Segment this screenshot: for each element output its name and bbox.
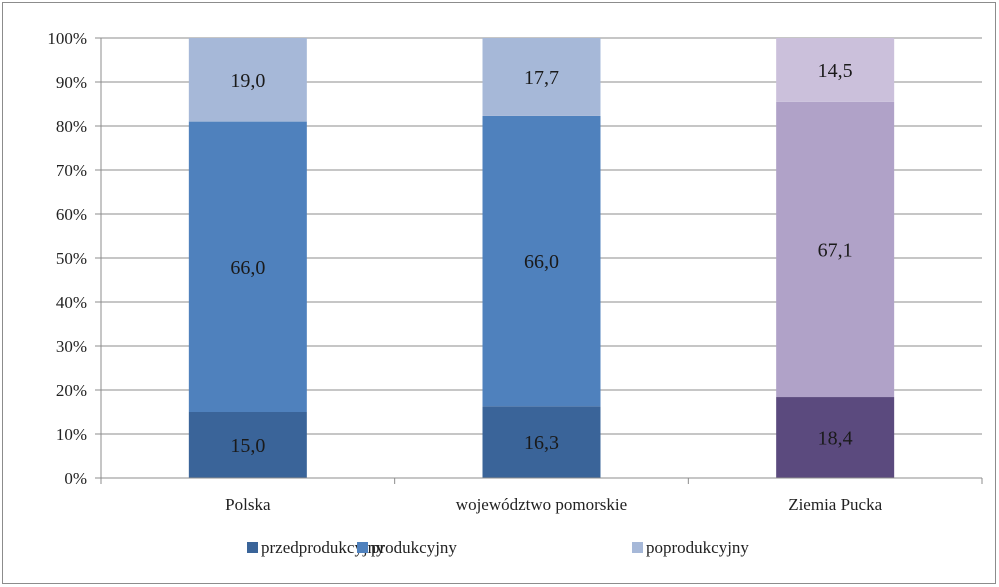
y-tick-label: 10% — [56, 425, 87, 444]
legend-swatch — [247, 542, 258, 553]
data-labels: 15,0 66,0 19,0 16,3 66,0 17,7 18,4 67,1 14,5 — [230, 60, 852, 457]
data-label: 15,0 — [230, 435, 265, 457]
y-tick-label: 100% — [47, 29, 87, 48]
bar-segment-produkcyjny — [188, 121, 307, 412]
bar-segment-poprodukcyjny — [482, 38, 601, 116]
data-label: 67,1 — [818, 239, 853, 261]
bar-segment-produkcyjny — [776, 101, 895, 398]
x-category-label: Polska — [225, 495, 271, 514]
data-label: 18,4 — [818, 428, 853, 450]
y-tick-label: 60% — [56, 205, 87, 224]
bar-segment-produkcyjny — [482, 115, 601, 407]
y-tick-label: 80% — [56, 117, 87, 136]
axes: 0% 10% 20% 30% 40% 50% 60% 70% 80% 90% 100% Polska w… — [47, 29, 983, 514]
y-tick-label: 0% — [64, 469, 87, 488]
y-tick-label: 20% — [56, 381, 87, 400]
data-label: 16,3 — [524, 432, 559, 454]
data-label: 17,7 — [524, 67, 559, 89]
y-tick-label: 90% — [56, 73, 87, 92]
bars — [188, 38, 895, 478]
legend-label: poprodukcyjny — [646, 538, 749, 557]
y-tick-label: 40% — [56, 293, 87, 312]
bar-segment-poprodukcyjny — [188, 38, 307, 122]
x-category-label: województwo pomorskie — [456, 495, 627, 514]
bar-segment-przedprodukcyjny — [188, 412, 307, 478]
y-tick-label: 70% — [56, 161, 87, 180]
legend-swatch — [632, 542, 643, 553]
legend-swatch — [357, 542, 368, 553]
legend-label: przedprodukcyjny — [261, 538, 385, 557]
x-category-label: Ziemia Pucka — [788, 495, 882, 514]
data-label: 19,0 — [230, 70, 265, 92]
legend-label: produkcyjny — [371, 538, 457, 557]
y-tick-label: 30% — [56, 337, 87, 356]
bar-segment-przedprodukcyjny — [776, 397, 895, 478]
bar-segment-poprodukcyjny — [776, 38, 895, 102]
data-label: 66,0 — [524, 251, 559, 273]
bar-segment-przedprodukcyjny — [482, 406, 601, 478]
y-tick-label: 50% — [56, 249, 87, 268]
data-label: 66,0 — [230, 257, 265, 279]
data-label: 14,5 — [818, 60, 853, 82]
